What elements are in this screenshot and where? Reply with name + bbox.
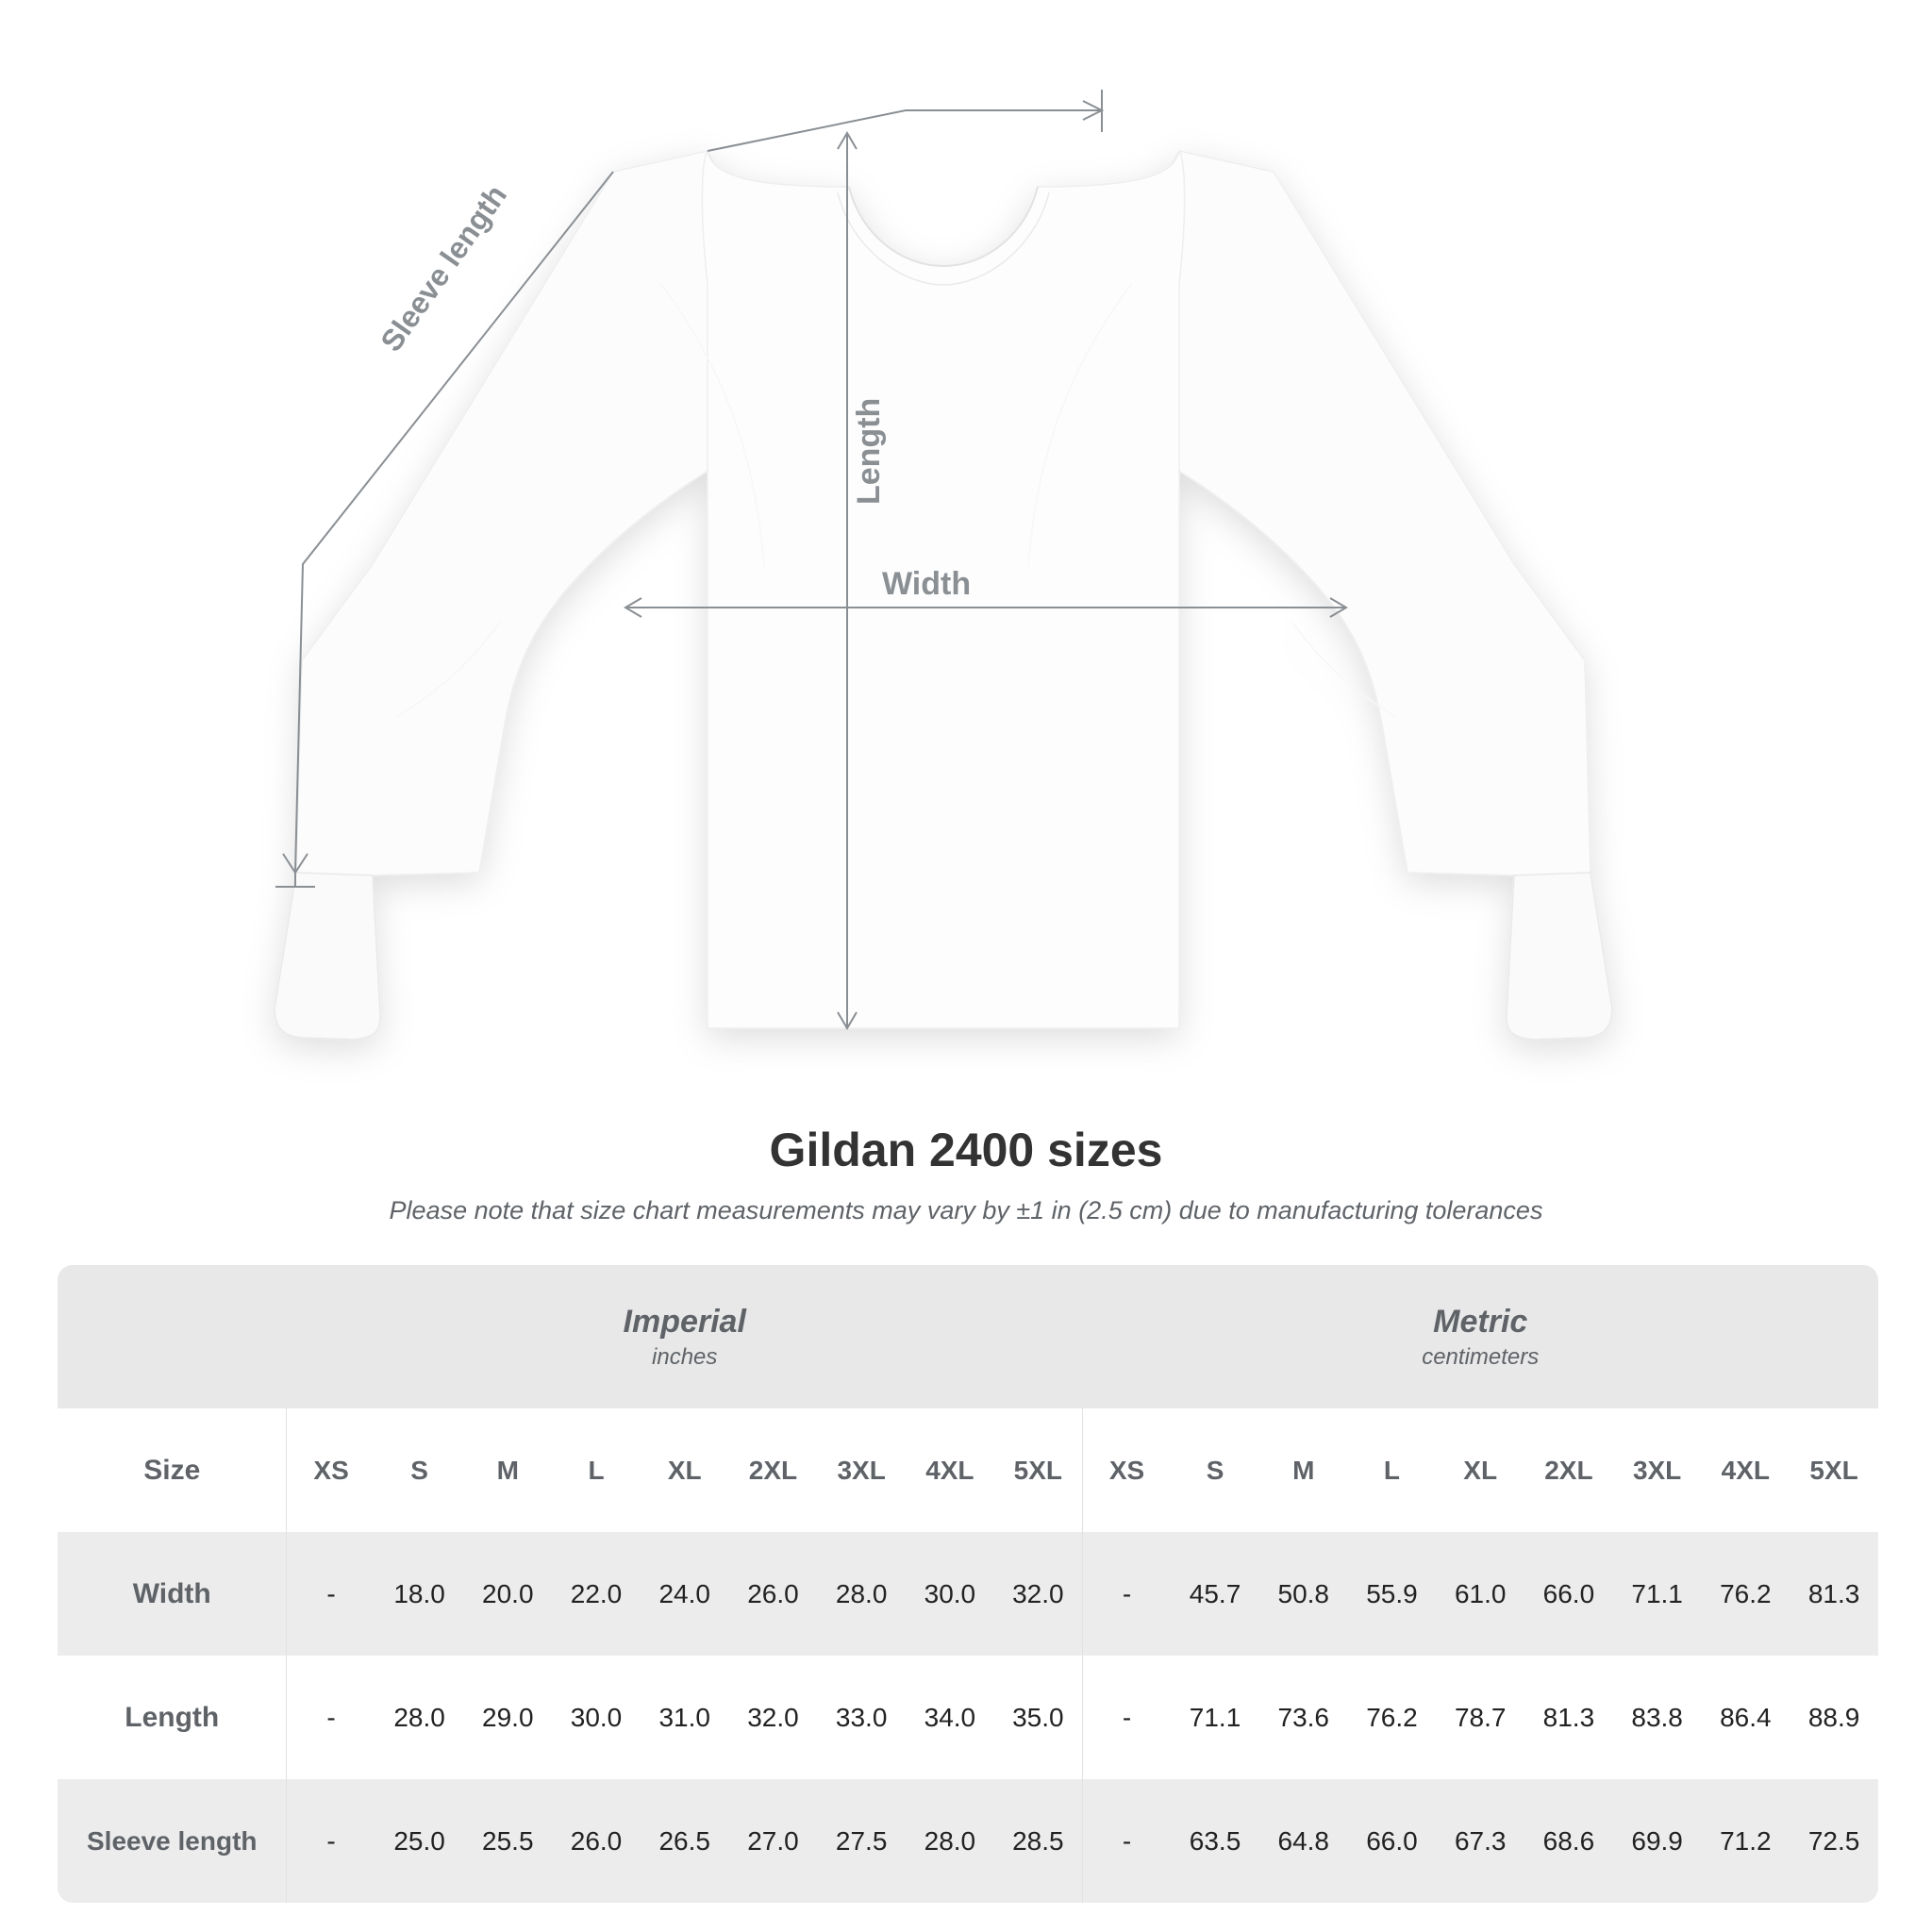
svg-text:Sleeve length: Sleeve length: [374, 178, 513, 358]
svg-text:Width: Width: [882, 566, 971, 602]
svg-text:Length: Length: [851, 398, 887, 505]
